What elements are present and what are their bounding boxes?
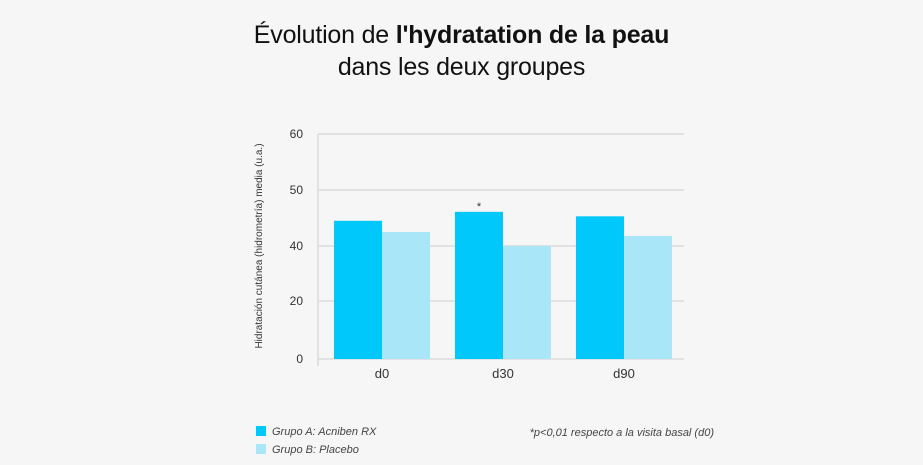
y-tick-label-40: 40 [290, 239, 304, 253]
legend-label-group-a: Grupo A: Acniben RX [272, 426, 377, 438]
legend-item-group-b: Grupo B: Placebo [256, 444, 359, 456]
x-tick-label-d0: d0 [375, 366, 389, 381]
footnote: *p<0,01 respecto a la visita basal (d0) [529, 427, 714, 439]
legend-swatch-group-a [256, 426, 266, 436]
chart-title-line2: dans les deux groupes [337, 53, 586, 81]
bar-group-b-d30 [503, 246, 551, 359]
legend-label-group-b: Grupo B: Placebo [272, 444, 359, 456]
bar-group-b-d90 [624, 235, 672, 359]
significance-marker-d30: * [477, 201, 482, 213]
y-tick-label-50: 50 [290, 183, 304, 197]
legend-swatch-group-b [256, 444, 266, 454]
bar-group-a-d90 [576, 216, 624, 359]
y-tick-label-20: 20 [290, 294, 304, 308]
x-tick-label-d90: d90 [613, 366, 635, 381]
x-tick-label-d30: d30 [492, 366, 514, 381]
chart-title-line1: Évolution de l'hydratation de la peau [0, 20, 923, 50]
y-tick-label-60: 60 [290, 127, 304, 141]
legend-item-group-a: Grupo A: Acniben RX [256, 426, 376, 438]
y-axis-title: Hidratación cutánea (hidrometría) media … [254, 143, 265, 348]
bar-group-b-d0 [382, 232, 430, 359]
title-bold: l'hydratation de la peau [395, 21, 670, 49]
bar-group-a-d30 [455, 211, 503, 359]
y-tick-label-0: 0 [296, 352, 303, 366]
title-regular: Évolution de [253, 21, 396, 49]
bar-group-a-d0 [334, 220, 382, 359]
